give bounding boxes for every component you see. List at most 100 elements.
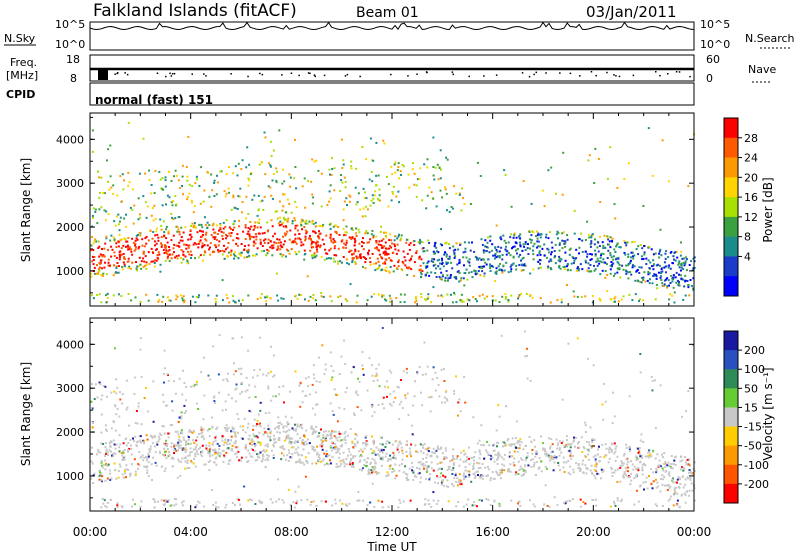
echo-cell <box>587 458 590 461</box>
echo-cell <box>435 503 438 505</box>
echo-cell <box>393 454 396 457</box>
echo-cell <box>684 483 687 486</box>
echo-cell <box>365 158 368 161</box>
echo-cell <box>225 378 228 381</box>
echo-cell <box>163 381 165 384</box>
echo-cell <box>174 430 177 433</box>
echo-cell <box>272 354 275 357</box>
echo-cell <box>419 167 422 170</box>
echo-cell <box>166 257 169 260</box>
echo-cell <box>540 470 543 473</box>
echo-cell <box>132 241 135 244</box>
echo-cell <box>104 424 107 427</box>
echo-cell <box>451 207 454 210</box>
echo-cell <box>489 458 492 461</box>
echo-cell <box>134 421 137 424</box>
echo-cell <box>203 463 206 466</box>
echo-cell <box>458 478 461 481</box>
echo-cell <box>117 470 120 472</box>
echo-cell <box>269 370 272 373</box>
echo-cell <box>669 293 672 296</box>
nave-dot <box>495 74 498 76</box>
echo-cell <box>91 407 94 410</box>
echo-cell <box>459 479 462 482</box>
echo-cell <box>266 248 269 251</box>
echo-cell <box>521 458 524 461</box>
echo-cell <box>406 266 408 269</box>
echo-cell <box>230 251 233 254</box>
echo-cell <box>233 257 235 260</box>
echo-cell <box>208 444 211 447</box>
echo-cell <box>119 465 122 468</box>
echo-cell <box>153 435 156 438</box>
echo-cell <box>306 460 309 463</box>
echo-cell <box>106 395 108 398</box>
echo-cell <box>320 295 323 298</box>
echo-cell <box>473 462 475 465</box>
echo-cell <box>378 385 381 388</box>
echo-cell <box>601 403 604 406</box>
echo-cell <box>374 453 377 456</box>
echo-cell <box>115 477 118 480</box>
echo-cell <box>678 284 681 287</box>
echo-cell <box>200 426 203 429</box>
echo-cell <box>127 266 130 269</box>
echo-cell <box>522 269 525 272</box>
echo-cell <box>153 265 156 268</box>
echo-cell <box>378 454 381 457</box>
echo-cell <box>679 254 682 257</box>
echo-cell <box>173 445 175 448</box>
echo-cell <box>494 252 497 255</box>
echo-cell <box>483 297 486 300</box>
echo-cell <box>114 452 117 455</box>
echo-cell <box>253 443 256 445</box>
echo-cell <box>156 293 159 296</box>
echo-cell <box>225 293 228 296</box>
echo-cell <box>99 266 101 269</box>
echo-cell <box>466 278 469 281</box>
echo-cell <box>458 242 461 245</box>
echo-cell <box>566 265 568 268</box>
echo-cell <box>312 364 315 367</box>
echo-cell <box>579 505 582 508</box>
echo-cell <box>358 380 361 383</box>
echo-cell <box>313 252 316 255</box>
echo-cell <box>375 367 378 370</box>
echo-cell <box>115 256 118 259</box>
echo-cell <box>184 226 187 229</box>
echo-cell <box>140 500 143 503</box>
echo-cell <box>668 298 671 301</box>
echo-cell <box>368 357 371 360</box>
echo-cell <box>682 466 685 469</box>
echo-cell <box>426 194 429 197</box>
echo-cell <box>657 263 659 266</box>
echo-cell <box>197 246 200 249</box>
echo-cell <box>638 447 641 449</box>
echo-cell <box>569 452 572 455</box>
echo-cell <box>127 450 129 453</box>
echo-cell <box>386 395 388 398</box>
echo-cell <box>197 296 200 299</box>
echo-cell <box>202 200 205 203</box>
echo-cell <box>94 238 97 241</box>
echo-cell <box>330 365 333 368</box>
echo-cell <box>206 429 209 432</box>
echo-cell <box>258 163 261 166</box>
echo-cell <box>647 451 650 454</box>
echo-cell <box>355 255 358 258</box>
echo-cell <box>205 231 208 234</box>
echo-cell <box>280 297 283 300</box>
echo-cell <box>272 235 275 238</box>
echo-cell <box>581 463 584 466</box>
echo-cell <box>330 239 333 242</box>
echo-cell <box>396 169 399 172</box>
nave-dot <box>483 75 485 77</box>
echo-cell <box>669 282 672 284</box>
echo-cell <box>392 251 395 254</box>
echo-cell <box>127 237 130 239</box>
echo-cell <box>259 238 262 241</box>
echo-cell <box>212 504 215 506</box>
echo-cell <box>616 497 619 500</box>
echo-cell <box>231 295 234 298</box>
echo-cell <box>480 238 483 241</box>
